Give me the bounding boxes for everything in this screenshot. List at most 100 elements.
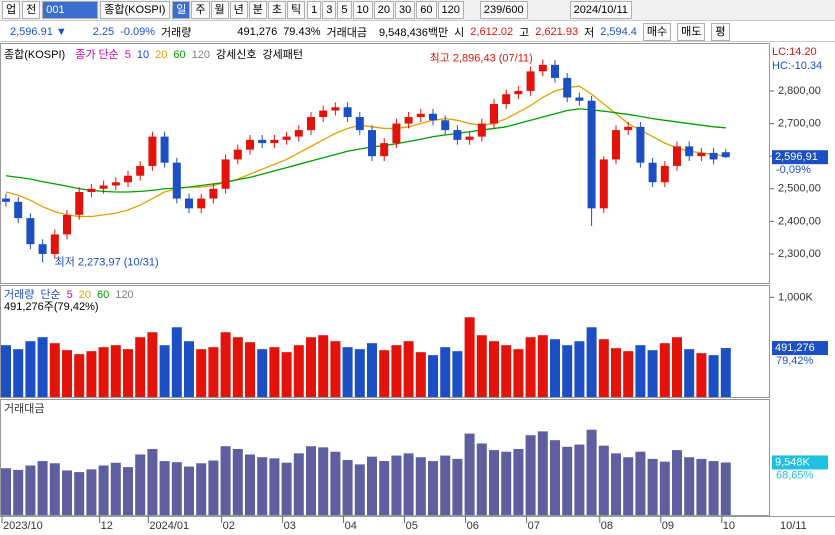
- volume-bar: [391, 345, 402, 397]
- volume-bar: [13, 349, 24, 397]
- x-tick-label: 05: [406, 520, 418, 532]
- value-bar: [684, 457, 695, 515]
- period-button[interactable]: 년: [229, 1, 248, 19]
- interval-button[interactable]: 30: [395, 1, 416, 19]
- value: 9,548,436백만: [378, 26, 449, 39]
- value-bar: [452, 458, 463, 515]
- candle-body: [660, 165, 669, 183]
- count-field[interactable]: 239/600: [479, 1, 528, 19]
- candle-body: [636, 126, 645, 163]
- period-button[interactable]: 월: [210, 1, 229, 19]
- value-bar: [647, 458, 658, 515]
- value-bar: [476, 443, 487, 515]
- last-box: [772, 455, 828, 470]
- candle-body: [14, 201, 23, 219]
- period-button[interactable]: 틱: [287, 1, 306, 19]
- y-tick-label: 2,500,00: [778, 183, 821, 195]
- name-field[interactable]: 종합(KOSPI): [100, 1, 171, 19]
- volume-bar: [98, 347, 109, 397]
- code-input[interactable]: 001: [42, 1, 99, 19]
- period-button[interactable]: 일: [172, 1, 191, 19]
- value-bar: [208, 460, 219, 515]
- buy-button[interactable]: 매수: [642, 22, 672, 41]
- value-bar: [306, 446, 316, 515]
- volume-bar: [110, 345, 121, 397]
- moving-average: [5, 108, 726, 193]
- market-button[interactable]: 업: [2, 1, 21, 19]
- value-bar: [330, 451, 341, 515]
- candle-body: [490, 103, 498, 124]
- volume-bar: [208, 347, 219, 397]
- volume-bar: [354, 349, 365, 397]
- value-bar: [135, 454, 146, 515]
- candle-body: [343, 107, 352, 118]
- value-bar: [415, 457, 426, 515]
- value-bar: [98, 465, 109, 515]
- volume-bar: [708, 355, 719, 397]
- volume-bar: [647, 350, 658, 397]
- volume-bar: [403, 341, 414, 397]
- date-field[interactable]: 2024/10/11: [569, 1, 632, 19]
- avg-button[interactable]: 평: [711, 22, 730, 41]
- value-bar: [440, 455, 451, 515]
- value-bar: [220, 446, 231, 515]
- volume-bar: [62, 350, 72, 397]
- period-button[interactable]: 분: [248, 1, 267, 19]
- volume-bar: [501, 345, 512, 397]
- period-button[interactable]: 초: [267, 1, 286, 19]
- candle-body: [87, 188, 96, 193]
- candle-body: [99, 185, 108, 189]
- volume-bar: [720, 348, 731, 397]
- period-button[interactable]: 주: [191, 1, 210, 19]
- value-bar: [708, 461, 719, 515]
- volume-bar: [281, 352, 292, 397]
- value-bar: [550, 440, 560, 515]
- volume-bar: [476, 335, 487, 397]
- x-tick-label: 10: [723, 520, 735, 532]
- candle-body: [563, 77, 572, 98]
- signal-label: 강세패턴: [262, 48, 302, 61]
- change: 2.25: [92, 25, 115, 38]
- candle-body: [355, 117, 364, 131]
- sell-button[interactable]: 매도: [677, 22, 706, 41]
- high-annotation: 최고 2,896,43 (07/11): [430, 51, 533, 64]
- value-bar: [354, 464, 365, 515]
- interval-button[interactable]: 20: [373, 1, 394, 19]
- candle-body: [63, 214, 71, 235]
- volume-bar: [586, 327, 597, 397]
- volume-panel: [0, 285, 770, 398]
- ma-period: 120: [192, 49, 210, 61]
- y-tick-label: 2,700,00: [778, 117, 821, 129]
- interval-button[interactable]: 1: [307, 1, 322, 19]
- volume-bar: [74, 354, 85, 397]
- ma-period: 60: [97, 289, 109, 301]
- interval-button[interactable]: 120: [437, 1, 464, 19]
- candle-body: [685, 146, 694, 157]
- x-tick-label: 09: [662, 520, 674, 532]
- candle-body: [197, 198, 206, 209]
- candle-body: [246, 139, 254, 150]
- value-label: 거래대금: [326, 26, 367, 39]
- ma-period: 20: [155, 49, 167, 61]
- high: 2,621.93: [535, 25, 579, 38]
- volume-bar: [25, 341, 36, 397]
- change-pct: -0.09%: [120, 25, 156, 38]
- volume-bar: [1, 345, 11, 397]
- interval-button[interactable]: 60: [416, 1, 437, 19]
- value-bar: [525, 435, 536, 515]
- last-label: 491,276: [775, 342, 815, 354]
- interval-button[interactable]: 3: [322, 1, 337, 19]
- volume-bar: [196, 349, 207, 397]
- kind-button[interactable]: 전: [22, 1, 41, 19]
- value-bar: [367, 456, 377, 515]
- chart-area: 2,800,002,700,002,600,002,500,002,400,00…: [0, 43, 835, 532]
- interval-button[interactable]: 10: [352, 1, 373, 19]
- candle-body: [221, 159, 230, 189]
- volume-bar: [330, 341, 341, 397]
- candle-body: [648, 162, 657, 183]
- volume-bar: [440, 347, 451, 397]
- value-bar: [25, 465, 36, 515]
- volume-bar: [464, 317, 475, 397]
- interval-button[interactable]: 5: [337, 1, 352, 19]
